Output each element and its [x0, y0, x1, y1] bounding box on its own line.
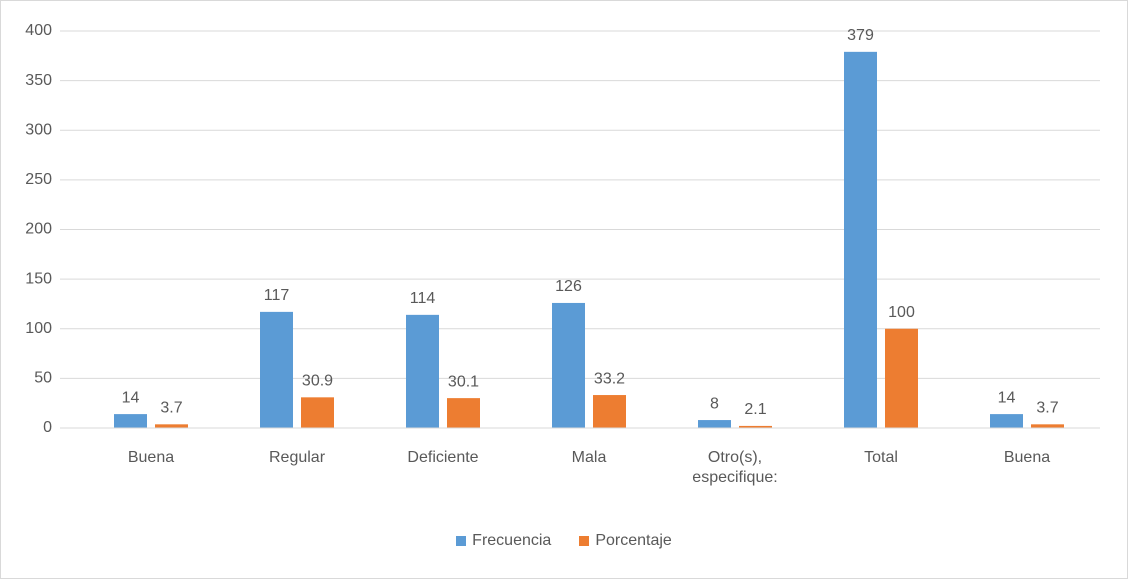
- legend-label: Porcentaje: [595, 532, 672, 549]
- data-label: 114: [410, 290, 436, 307]
- y-tick-label: 250: [25, 171, 52, 188]
- bar: [739, 425, 772, 428]
- bar: [406, 314, 439, 428]
- data-label: 30.1: [448, 373, 479, 390]
- x-tick-label: Otro(s), especifique:: [692, 449, 778, 486]
- y-tick-label: 100: [25, 320, 52, 337]
- y-tick-label: 350: [25, 72, 52, 89]
- bar: [552, 302, 585, 428]
- bar: [593, 395, 626, 428]
- y-tick-label: 50: [34, 370, 52, 387]
- x-tick-label: Buena: [1003, 449, 1051, 466]
- x-tick-label: Regular: [268, 449, 326, 466]
- data-label: 126: [555, 278, 582, 295]
- bar: [1031, 424, 1064, 428]
- data-label: 100: [888, 304, 915, 321]
- data-label: 14: [998, 389, 1016, 406]
- y-tick-label: 400: [25, 22, 52, 39]
- legend-swatch: [579, 536, 590, 546]
- legend-item: Porcentaje: [579, 532, 672, 550]
- y-tick-label: 150: [25, 270, 52, 287]
- bar: [155, 424, 188, 428]
- bar: [114, 414, 147, 428]
- x-tick-label: Buena: [127, 449, 175, 466]
- bar: [698, 420, 731, 428]
- bar: [885, 328, 918, 428]
- data-label: 33.2: [594, 370, 625, 387]
- data-label: 2.1: [744, 401, 766, 418]
- x-tick-label: Total: [864, 449, 898, 466]
- bar: [301, 397, 334, 428]
- legend-label: Frecuencia: [472, 532, 552, 549]
- data-label: 30.9: [302, 373, 333, 390]
- data-label: 14: [122, 389, 140, 406]
- data-label: 8: [710, 395, 719, 412]
- legend-swatch: [456, 536, 467, 546]
- data-label: 3.7: [1036, 400, 1058, 417]
- legend: Frecuencia Porcentaje: [0, 532, 1128, 550]
- y-tick-label: 200: [25, 221, 52, 238]
- legend-item: Frecuencia: [456, 532, 551, 550]
- data-label: 3.7: [160, 400, 182, 417]
- data-label: 117: [264, 287, 290, 304]
- y-tick-label: 300: [25, 121, 52, 138]
- x-tick-label: Mala: [571, 449, 607, 466]
- bar: [447, 398, 480, 428]
- x-tick-label: Deficiente: [407, 449, 479, 466]
- bar: [844, 51, 877, 428]
- bar: [990, 414, 1023, 428]
- data-label: 379: [847, 27, 874, 44]
- y-tick-label: 0: [43, 419, 52, 436]
- bar: [260, 311, 293, 428]
